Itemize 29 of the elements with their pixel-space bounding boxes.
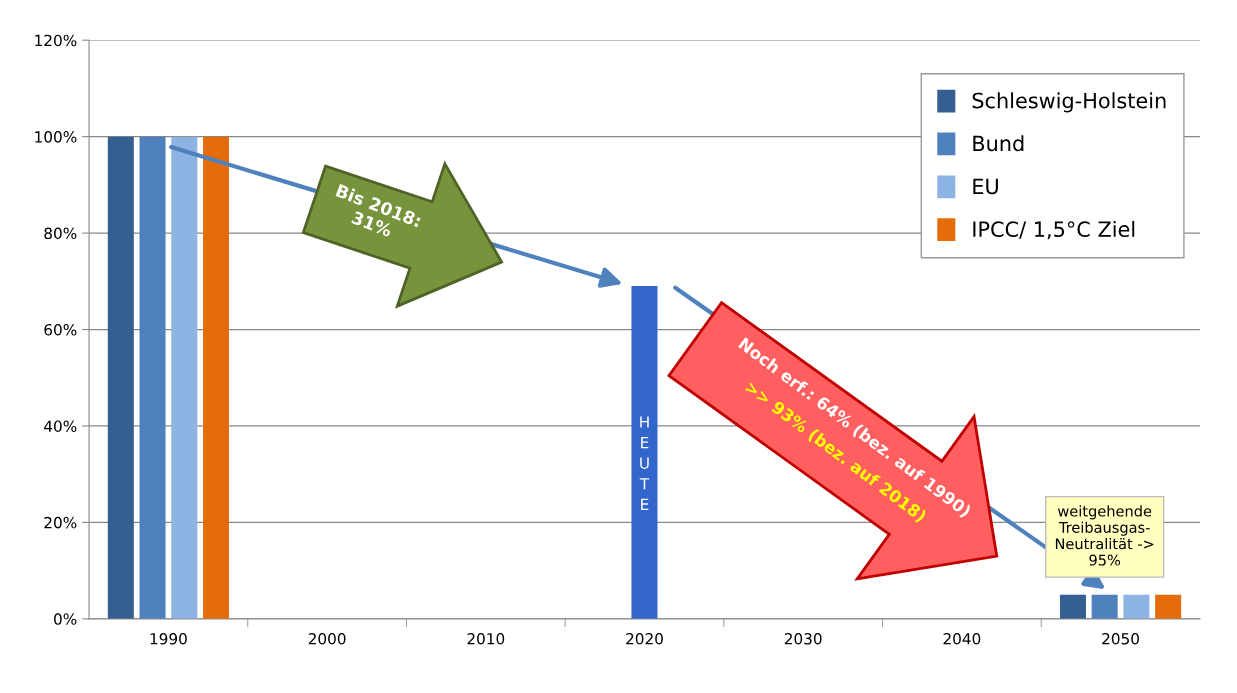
annotation: HEUTE (639, 416, 650, 510)
bar (139, 136, 166, 619)
bar (1123, 594, 1150, 619)
y-tick-label: 40% (44, 420, 77, 432)
bar (1091, 594, 1118, 619)
bar (1155, 594, 1182, 619)
y-tick-label: 80% (44, 227, 77, 240)
x-tick-label: 2030 (784, 633, 822, 645)
x-tick-label: 1990 (150, 633, 187, 645)
bar (1059, 594, 1086, 619)
bar (203, 136, 230, 619)
legend-label: Bund (973, 135, 1024, 152)
x-tick-label: 2010 (467, 633, 505, 645)
x-tick-label: 2020 (626, 633, 663, 645)
bar (631, 286, 658, 619)
x-tick-label: 2040 (943, 633, 981, 645)
y-tick-label: 100% (35, 131, 77, 143)
bar (171, 136, 198, 619)
x-tick-label: 2000 (308, 633, 346, 645)
y-tick-label: 60% (44, 323, 77, 336)
y-tick-label: 120% (35, 34, 77, 47)
y-tick-label: 20% (44, 516, 77, 529)
annotation: weitgehende Treibausgas- Neutralität -> 95% (1055, 505, 1154, 566)
bar (107, 136, 134, 619)
legend-label: IPCC/ 1,5°C Ziel (973, 220, 1135, 240)
legend-label: Schleswig-Holstein (972, 92, 1166, 113)
legend-label: EU (973, 178, 998, 195)
x-tick-label: 2050 (1102, 633, 1139, 645)
y-tick-label: 0% (54, 613, 77, 625)
